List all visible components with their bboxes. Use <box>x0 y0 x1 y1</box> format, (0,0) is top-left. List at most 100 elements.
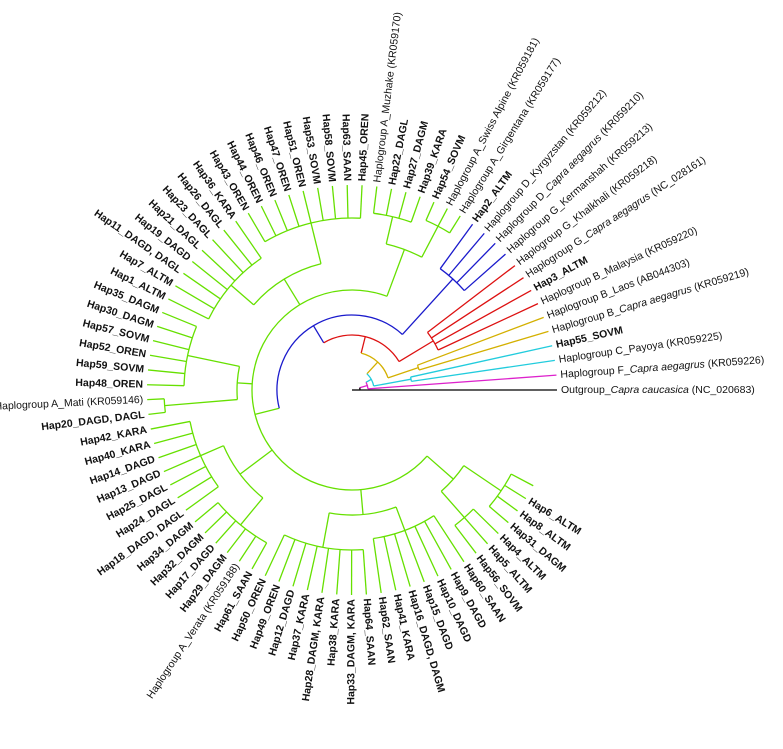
stem-branch <box>230 284 255 306</box>
tip-branch <box>410 196 421 223</box>
tip-label-text: Hap38_KARA <box>325 598 342 667</box>
tip-branch <box>414 525 439 577</box>
tip-branch <box>456 242 496 284</box>
tip-branch <box>437 303 539 351</box>
tip-branch <box>201 249 236 282</box>
stem-branch <box>365 378 372 383</box>
tip-label-accession: (KR059226) <box>704 354 764 370</box>
tip-label: Haplogroup A_Mati (KR059146) <box>0 394 143 413</box>
tip-branch <box>235 220 262 259</box>
tip-branch <box>251 542 268 570</box>
tip-branch <box>424 520 452 570</box>
tip-label: Hap64_SAAN <box>361 598 378 666</box>
tip-branch <box>433 515 465 563</box>
tip-branch <box>148 411 166 416</box>
tip-branch <box>472 508 499 535</box>
tip-label-text: Haplogroup F_ <box>560 364 630 381</box>
clade-arc <box>454 508 474 526</box>
tip-branch <box>183 272 221 300</box>
tip-branch <box>488 505 509 524</box>
tip-branch <box>147 369 185 375</box>
tip-branch <box>431 277 524 339</box>
tip-branch <box>238 535 257 562</box>
tip-branch <box>463 253 506 292</box>
tip-branch <box>336 549 341 595</box>
tip-branch <box>260 205 277 237</box>
tip-label: Hap63_SAAN <box>340 114 354 181</box>
tip-branch <box>191 260 228 291</box>
tip-label-text: Hap64_SAAN <box>361 598 378 666</box>
tip-branch <box>292 543 307 587</box>
clade-arc <box>386 243 423 258</box>
tip-branch <box>398 192 407 219</box>
tip-branch <box>175 285 215 310</box>
tip-branch <box>288 194 300 227</box>
stem-branch <box>398 340 434 363</box>
stem-branch <box>359 384 368 389</box>
tip-branch <box>212 239 244 274</box>
tip-branch <box>410 345 553 378</box>
tip-branch <box>302 190 312 224</box>
tip-branch <box>510 473 534 487</box>
tip-branch <box>346 185 349 219</box>
tip-branch <box>274 199 288 231</box>
tip-branch <box>317 187 324 221</box>
tip-label-accession: (KR059219) <box>690 266 750 295</box>
tip-branch <box>404 530 425 583</box>
clade-arc <box>426 331 439 351</box>
tip-branch <box>449 215 461 234</box>
tip-label-accession: (NC_020683) <box>689 384 755 396</box>
tip-branch <box>161 311 197 328</box>
tip-branch <box>185 486 219 511</box>
tip-label-text: Haplogroup A_Mati (KR059146) <box>0 394 143 413</box>
tip-branch <box>278 539 296 582</box>
tip-branch <box>194 502 219 523</box>
tip-branch <box>385 188 393 216</box>
tip-branch <box>454 524 477 554</box>
tip-label: Hap58_SOVM <box>320 113 339 182</box>
tree-branches <box>147 185 557 596</box>
tip-label-text: Hap63_SAAN <box>340 114 354 181</box>
tip-label-text: Hap45_OREN <box>356 113 371 181</box>
tip-branch <box>504 484 527 500</box>
tip-branch <box>418 330 549 371</box>
tip-branch <box>372 186 378 214</box>
stem-branch <box>312 325 325 344</box>
stem-branch <box>360 336 366 354</box>
tip-branch <box>226 528 246 554</box>
stem-branch <box>310 222 322 264</box>
tip-label: Hap59_SOVM <box>75 357 144 376</box>
tip-label: Hap33_DAGM, KARA <box>345 599 357 705</box>
stem-branch <box>239 449 273 475</box>
tip-branch <box>425 201 435 221</box>
tip-branch <box>362 549 368 595</box>
tip-label-text: Hap58_SOVM <box>320 113 339 182</box>
stem-branch <box>237 382 253 385</box>
tip-branch <box>437 208 448 227</box>
stem-branch <box>421 225 439 258</box>
tip-label-species: Capra aegagrus <box>629 358 706 375</box>
tip-branch <box>156 325 193 339</box>
tip-label: Hap45_OREN <box>356 113 371 181</box>
tip-branch <box>448 232 485 276</box>
stem-branch <box>385 216 394 245</box>
tip-label-text: Outgroup_ <box>561 384 611 396</box>
tip-branch <box>306 546 318 591</box>
stem-branch <box>395 506 406 531</box>
tip-branch <box>204 511 227 534</box>
stem-branch <box>386 249 406 297</box>
tip-branch <box>152 340 190 351</box>
tip-branch <box>411 359 555 382</box>
tip-label: Outgroup_Capra caucasica (NC_020683) <box>561 384 755 396</box>
tip-branch <box>150 420 191 430</box>
clade-arc <box>264 217 361 243</box>
tip-branch <box>434 289 532 345</box>
tip-branch <box>372 538 382 594</box>
tip-branch <box>439 223 474 270</box>
clade-arc <box>323 334 400 362</box>
tip-label: Hap48_OREN <box>75 377 143 391</box>
stem-branch <box>387 366 419 379</box>
stem-branch <box>426 455 454 480</box>
stem-branch <box>240 497 264 526</box>
